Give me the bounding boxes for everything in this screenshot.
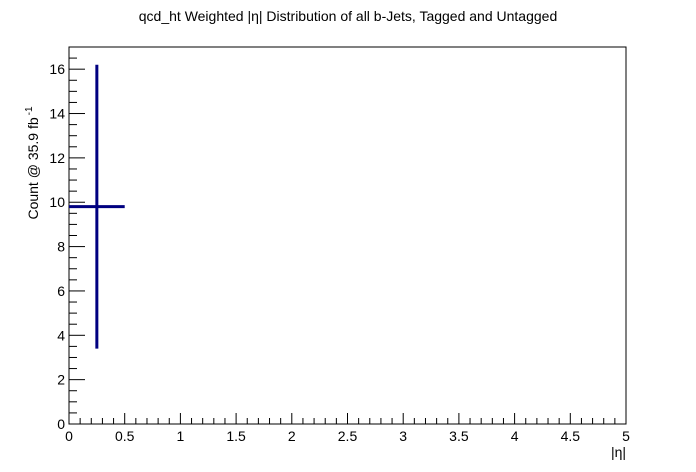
y-tick-label: 2 (57, 372, 65, 388)
y-tick-label: 6 (57, 283, 65, 299)
plot-frame (68, 46, 627, 425)
y-tick-label: 16 (49, 61, 65, 77)
x-tick-label: 0 (65, 428, 73, 444)
y-tick-label: 12 (49, 150, 65, 166)
x-tick-label: 1 (177, 428, 185, 444)
x-tick-label: 0.5 (115, 428, 135, 444)
x-tick-label: 2.5 (338, 428, 358, 444)
x-tick-label: 4 (511, 428, 519, 444)
x-tick-label: 4.5 (561, 428, 581, 444)
chart-title: qcd_ht Weighted |η| Distribution of all … (139, 8, 557, 24)
y-axis-label-main: Count @ 35.9 fb (25, 117, 41, 219)
y-tick-label: 4 (57, 327, 65, 343)
y-axis-label: Count @ 35.9 fb -1 (24, 106, 41, 220)
x-tick-label: 2 (288, 428, 296, 444)
y-tick-label: 8 (57, 239, 65, 255)
y-tick-label: 0 (57, 416, 65, 432)
y-axis-label-superscript: -1 (24, 106, 35, 115)
x-tick-label: 3 (399, 428, 407, 444)
x-tick-label: 1.5 (226, 428, 246, 444)
x-tick-label: 5 (622, 428, 630, 444)
x-axis-label: |η| (611, 444, 626, 460)
data-point-marker (95, 205, 99, 209)
y-tick-label: 14 (49, 106, 65, 122)
x-tick-label: 3.5 (449, 428, 469, 444)
y-tick-label: 10 (49, 194, 65, 210)
plot-area: 0 0.5 1 1.5 2 2.5 3 3.5 4 4.5 5 0 2 4 6 8 10 12 14 16 (49, 46, 630, 444)
